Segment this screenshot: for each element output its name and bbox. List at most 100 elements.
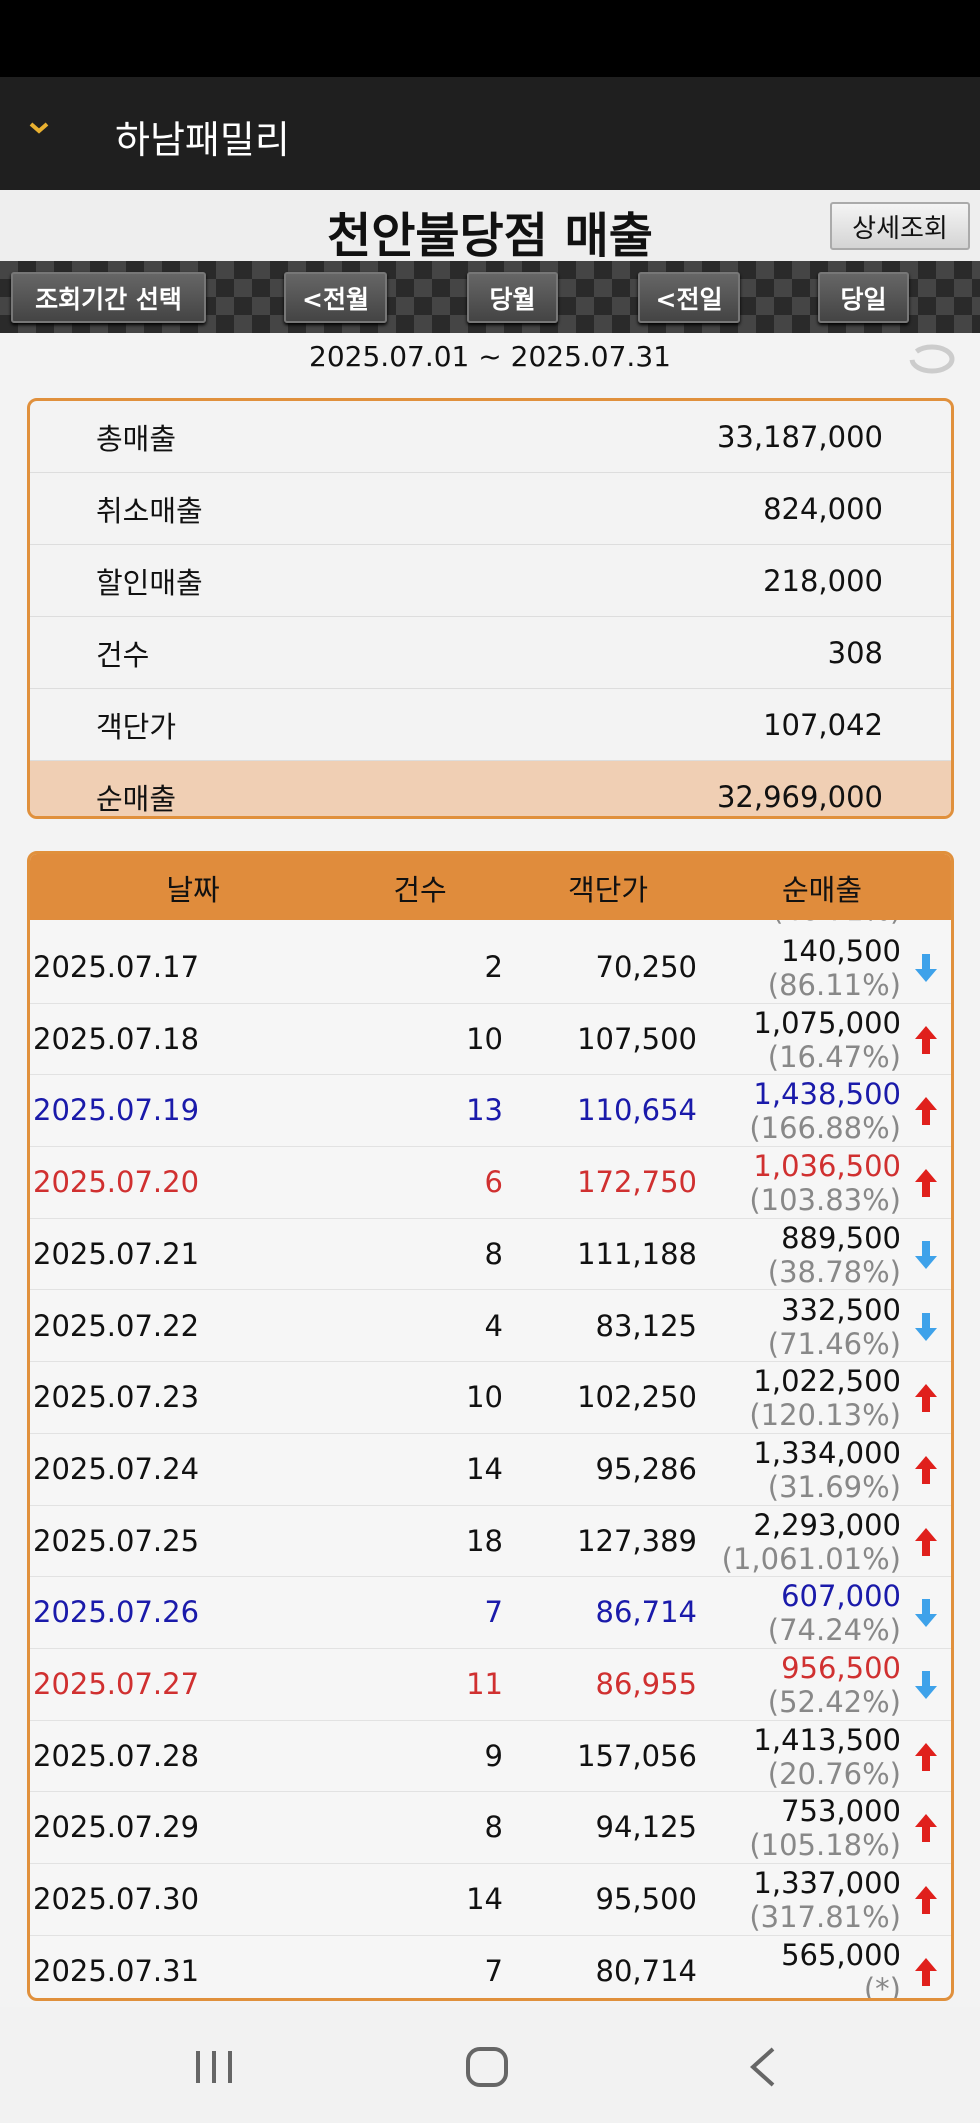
summary-value: 32,969,000 [716,780,883,814]
table-row: 2025.07.18 10 107,500 1,075,000 (16.47%) [30,1004,951,1076]
avg-cell: 95,286 [595,1451,697,1486]
summary-box: 총매출 33,187,000 취소매출 824,000 할인매출 218,000 건수 308… [27,398,954,819]
table-row: 2025.07.29 8 94,125 753,000 (105.18%) [30,1792,951,1865]
table-row: 2025.07.28 9 157,056 1,413,500 (20.76%) [30,1721,951,1793]
down-arrow [915,1599,937,1634]
avg-cell: 157,056 [577,1738,697,1773]
summary-row: 객단가 107,042 [30,689,951,761]
table-row: 2025.07.23 10 102,250 1,022,500 (120.13%) [30,1362,951,1434]
sales-cell: 140,500 [781,934,901,968]
down-arrow [915,1240,937,1276]
date-cell: 2025.07.23 [33,1380,200,1415]
up-arrow [915,1814,937,1849]
summary-value: 107,042 [763,707,883,742]
avg-cell: 172,750 [577,1165,697,1200]
summary-row: 취소매출 824,000 [30,473,951,545]
down-arrow [915,1671,937,1706]
pct-cell: (71.46%) [767,1326,901,1361]
pct-cell: (31.69%) [767,1469,901,1504]
avg-cell: 95,500 [595,1882,697,1917]
avg-cell: 107,500 [577,1021,697,1056]
nav-button[interactable]: <전월 [284,272,387,323]
column-header: 객단가 [567,873,649,907]
pct-cell: (317.81%) [749,1900,901,1935]
sales-cell: 1,022,500 [753,1364,901,1399]
detail-button[interactable]: 상세조회 [830,202,970,250]
count-cell: 11 [466,1667,503,1701]
summary-row: 총매출 33,187,000 [30,401,951,473]
sales-cell: 1,334,000 [753,1435,901,1470]
sales-cell: 1,075,000 [753,1005,901,1040]
date-cell: 2025.07.29 [33,1810,200,1845]
down-arrow [915,954,937,989]
nav-bar: 조회기간 선택 <전월 당월 <전일 당일 [0,261,980,333]
up-arrow [915,1097,937,1132]
avg-cell: 127,389 [577,1523,697,1558]
count-cell: 4 [484,1308,503,1343]
page-title: 천안불당점 매출 [327,208,653,264]
date-cell: 2025.07.26 [33,1595,200,1630]
back-button[interactable] [745,2045,781,2089]
up-arrow [915,1384,937,1419]
avg-cell: 70,250 [595,950,697,984]
summary-value: 824,000 [763,491,883,526]
column-header: 날짜 [166,873,220,907]
sales-cell: 607,000 [781,1579,901,1614]
partial-pct: (46.71%) [772,920,901,927]
table-row: 2025.07.21 8 111,188 889,500 (38.78%) [30,1219,951,1291]
sales-cell: 753,000 [781,1794,901,1829]
sales-cell: 1,413,500 [753,1722,901,1757]
count-cell: 13 [466,1093,503,1128]
sales-table: 날짜 건수 객단가 순매출 (46.71%) 2025.07.17 2 70,250 140,… [27,851,954,2001]
count-cell: 7 [484,1595,503,1630]
count-cell: 6 [484,1165,503,1200]
summary-label: 순매출 [96,782,177,816]
table-row: 2025.07.20 6 172,750 1,036,500 (103.83%) [30,1147,951,1219]
refresh-icon[interactable] [908,342,956,376]
count-cell: 2 [484,950,503,984]
recents-button[interactable] [190,2047,240,2087]
column-header: 순매출 [781,873,863,907]
date-cell: 2025.07.19 [33,1093,200,1128]
count-cell: 18 [466,1523,503,1558]
pct-cell: (20.76%) [767,1756,901,1791]
nav-button[interactable]: <전일 [638,272,740,323]
date-cell: 2025.07.22 [33,1308,200,1343]
avg-cell: 94,125 [595,1810,697,1845]
summary-label: 건수 [96,637,150,672]
pct-cell: (16.47%) [767,1039,901,1074]
pct-cell: (105.18%) [749,1828,901,1863]
up-arrow [915,1025,937,1061]
avg-cell: 83,125 [595,1308,697,1343]
date-cell: 2025.07.17 [33,950,200,984]
nav-button[interactable]: 당일 [818,272,909,323]
avg-cell: 111,188 [577,1236,697,1271]
pct-cell: (103.83%) [749,1183,901,1218]
table-row: 2025.07.31 7 80,714 565,000 (*) [30,1936,951,1998]
up-arrow [915,1455,937,1491]
avg-cell: 102,250 [577,1380,697,1415]
count-cell: 14 [466,1882,503,1917]
date-cell: 2025.07.28 [33,1738,200,1773]
date-cell: 2025.07.21 [33,1236,200,1271]
home-button[interactable] [464,2045,510,2089]
pct-cell: (1,061.01%) [721,1541,901,1576]
table-row: 2025.07.19 13 110,654 1,438,500 (166.88%) [30,1075,951,1148]
up-arrow [915,1169,937,1204]
summary-row: 건수 308 [30,617,951,689]
table-row: 2025.07.27 11 86,955 956,500 (52.42%) [30,1649,951,1721]
pct-cell: (*) [863,1971,901,1998]
table-row: 2025.07.24 14 95,286 1,334,000 (31.69%) [30,1434,951,1506]
avg-cell: 86,714 [595,1595,697,1630]
menu-chevron[interactable] [28,121,50,135]
title-bar: 천안불당점 매출 상세조회 [0,190,980,264]
date-cell: 2025.07.18 [33,1021,200,1056]
nav-button[interactable]: 조회기간 선택 [11,272,206,323]
up-arrow [915,1527,937,1563]
pct-cell: (86.11%) [767,968,901,1002]
date-cell: 2025.07.27 [33,1667,200,1701]
sales-cell: 332,500 [781,1292,901,1327]
pct-cell: (166.88%) [749,1111,901,1146]
nav-button[interactable]: 당월 [467,272,558,323]
table-row: 2025.07.26 7 86,714 607,000 (74.24%) [30,1577,951,1649]
